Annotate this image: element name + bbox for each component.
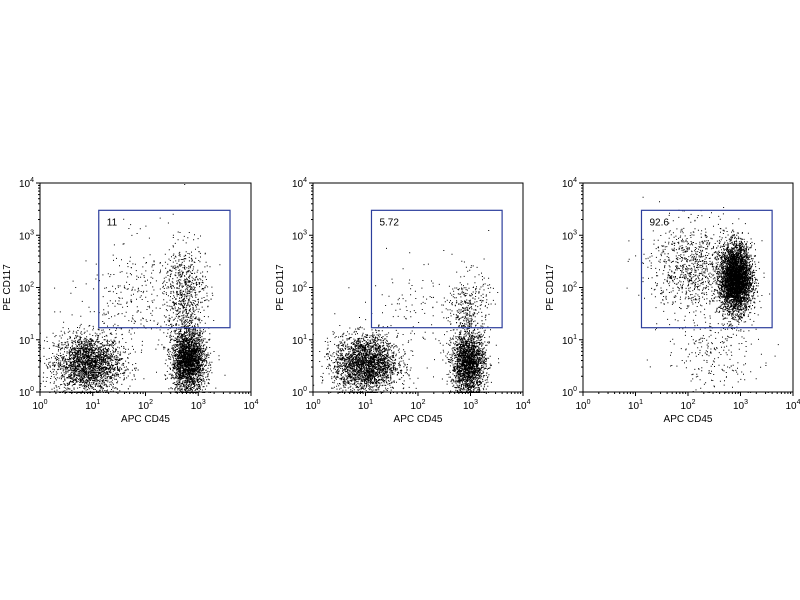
y-tick-label: 103 — [19, 229, 34, 242]
event-dots — [40, 184, 226, 393]
x-tick-label: 103 — [463, 399, 478, 412]
scatter-panel-right: 100 101 102 103 104 100 101 102 103 104 APC CD45 PE… — [545, 177, 800, 425]
event-dots — [626, 196, 779, 393]
x-tick-label: 104 — [243, 399, 258, 412]
gate-percentage-label: 11 — [107, 217, 118, 228]
scatter-panel-middle: 100 101 102 103 104 100 101 102 103 104 APC CD45 PE… — [275, 177, 531, 425]
y-tick-label: 100 — [292, 386, 307, 399]
y-tick-label: 101 — [562, 334, 577, 347]
x-tick-label: 103 — [191, 399, 206, 412]
x-tick-label: 100 — [305, 399, 320, 412]
x-tick-label: 101 — [85, 399, 100, 412]
y-axis-label: PE CD117 — [545, 264, 556, 311]
x-tick-label: 100 — [32, 399, 47, 412]
gate-percentage-label: 5.72 — [379, 217, 399, 228]
x-axis-label: APC CD45 — [394, 414, 443, 425]
y-tick-label: 104 — [19, 177, 34, 190]
axis-ticks — [36, 182, 252, 396]
y-tick-label: 102 — [562, 282, 577, 295]
axis-ticks — [309, 182, 524, 396]
y-axis-label: PE CD117 — [2, 264, 13, 311]
x-tick-label: 100 — [575, 399, 590, 412]
x-tick-label: 102 — [410, 399, 425, 412]
x-tick-label: 103 — [733, 399, 748, 412]
scatter-panel-left: 100 101 102 103 104 100 101 102 103 104 APC CD45 PE… — [2, 177, 259, 425]
plot-frame — [39, 182, 252, 393]
gate-percentage-label: 92.6 — [649, 217, 669, 228]
y-tick-label: 101 — [19, 334, 34, 347]
y-tick-label: 103 — [292, 229, 307, 242]
x-axis-label: APC CD45 — [121, 414, 170, 425]
gate-rectangle — [98, 209, 231, 329]
event-points — [313, 230, 500, 393]
y-tick-label: 100 — [19, 386, 34, 399]
x-tick-label: 104 — [515, 399, 530, 412]
x-tick-label: 102 — [138, 399, 153, 412]
y-tick-label: 102 — [292, 282, 307, 295]
x-tick-label: 101 — [628, 399, 643, 412]
event-points — [626, 196, 779, 393]
axis-ticks — [579, 182, 794, 396]
event-points — [40, 184, 226, 393]
x-tick-label: 104 — [785, 399, 800, 412]
y-tick-label: 104 — [562, 177, 577, 190]
y-tick-label: 103 — [562, 229, 577, 242]
y-tick-label: 104 — [292, 177, 307, 190]
x-axis-label: APC CD45 — [664, 414, 713, 425]
y-axis-label: PE CD117 — [275, 264, 286, 311]
gate-rectangle — [370, 209, 503, 329]
gate-rectangle — [640, 209, 773, 329]
y-tick-label: 100 — [562, 386, 577, 399]
y-tick-label: 101 — [292, 334, 307, 347]
y-tick-label: 102 — [19, 282, 34, 295]
plot-frame — [582, 182, 794, 393]
x-tick-label: 102 — [680, 399, 695, 412]
event-dots — [313, 230, 500, 393]
x-tick-label: 101 — [358, 399, 373, 412]
